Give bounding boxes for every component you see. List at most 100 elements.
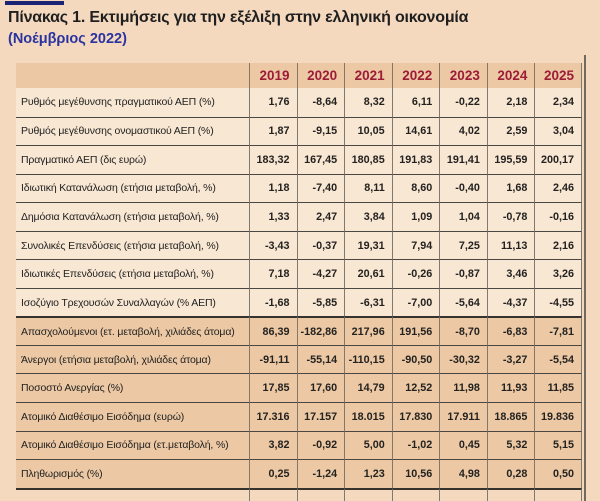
value-cell: 12,52 [391, 373, 440, 403]
value-cell: 0,45 [439, 430, 487, 460]
value-cell: 19,31 [344, 230, 392, 260]
value-cell: -90,50 [391, 344, 440, 374]
value-cell: 1,09 [391, 202, 440, 231]
value-cell: -7,00 [391, 287, 440, 317]
value-cell: -8,70 [439, 316, 487, 345]
value-cell: 18.865 [486, 402, 535, 431]
value-cell: 8,11 [344, 173, 392, 203]
table-bottom-extension [16, 487, 249, 501]
value-cell: -30,32 [439, 344, 487, 374]
value-cell: 17,85 [249, 373, 297, 403]
header-empty-cell [16, 63, 249, 88]
table-bottom-extension [296, 487, 345, 501]
row-label: Ατομικό Διαθέσιμο Εισόδημα (ετ.μεταβολή,… [16, 430, 249, 460]
value-cell: 4,98 [439, 459, 487, 488]
value-cell: 19.836 [534, 402, 582, 431]
table-bottom-extension [486, 487, 535, 501]
value-cell: -1,68 [249, 287, 297, 317]
table-bottom-extension [344, 487, 392, 501]
value-cell: -1,24 [296, 459, 345, 488]
row-label: Ατομικό Διαθέσιμο Εισόδημα (ευρώ) [16, 402, 249, 431]
value-cell: -7,81 [534, 316, 582, 345]
table-bottom-extension [249, 487, 297, 501]
value-cell: 11,93 [486, 373, 535, 403]
value-cell: -91,11 [249, 344, 297, 374]
row-label: Ρυθμός μεγέθυνσης πραγματικού ΑΕΠ (%) [16, 88, 249, 117]
value-cell: -182,86 [296, 316, 345, 345]
value-cell: 17.911 [439, 402, 487, 431]
value-cell: 2,16 [534, 230, 582, 260]
row-label: Συνολικές Επενδύσεις (ετήσια μεταβολή, %… [16, 230, 249, 260]
value-cell: -3,27 [486, 344, 535, 374]
value-cell: -0,16 [534, 202, 582, 231]
value-cell: 1,04 [439, 202, 487, 231]
value-cell: 2,59 [486, 116, 535, 146]
value-cell: 7,25 [439, 230, 487, 260]
value-cell: 191,83 [391, 145, 440, 174]
value-cell: 3,82 [249, 430, 297, 460]
value-cell: 3,26 [534, 259, 582, 288]
value-cell: 10,05 [344, 116, 392, 146]
value-cell: 217,96 [344, 316, 392, 345]
value-cell: 1,33 [249, 202, 297, 231]
value-cell: 1,18 [249, 173, 297, 203]
row-label: Ποσοστό Ανεργίας (%) [16, 373, 249, 403]
value-cell: 0,25 [249, 459, 297, 488]
year-header: 2021 [344, 63, 392, 88]
row-label: Ρυθμός μεγέθυνσης ονομαστικού ΑΕΠ (%) [16, 116, 249, 146]
value-cell: 17.316 [249, 402, 297, 431]
value-cell: 3,46 [486, 259, 535, 288]
value-cell: 11,98 [439, 373, 487, 403]
value-cell: 8,32 [344, 88, 392, 117]
value-cell: 0,50 [534, 459, 582, 488]
year-header: 2020 [296, 63, 345, 88]
value-cell: 0,28 [486, 459, 535, 488]
value-cell: 3,04 [534, 116, 582, 146]
value-cell: -0,22 [439, 88, 487, 117]
row-label: Ιδιωτικές Επενδύσεις (ετήσια μεταβολή, %… [16, 259, 249, 288]
value-cell: 8,60 [391, 173, 440, 203]
top-accent-bar [5, 1, 64, 5]
table-bottom-extension [439, 487, 487, 501]
value-cell: 1,68 [486, 173, 535, 203]
year-header: 2025 [534, 63, 582, 88]
value-cell: -6,83 [486, 316, 535, 345]
value-cell: 17.830 [391, 402, 440, 431]
value-cell: 2,18 [486, 88, 535, 117]
value-cell: -0,40 [439, 173, 487, 203]
value-cell: 17.157 [296, 402, 345, 431]
year-header: 2023 [439, 63, 487, 88]
value-cell: -0,87 [439, 259, 487, 288]
value-cell: 86,39 [249, 316, 297, 345]
value-cell: -0,78 [486, 202, 535, 231]
value-cell: -0,26 [391, 259, 440, 288]
value-cell: 10,56 [391, 459, 440, 488]
value-cell: -0,92 [296, 430, 345, 460]
value-cell: -5,54 [534, 344, 582, 374]
value-cell: 11,85 [534, 373, 582, 403]
value-cell: -4,37 [486, 287, 535, 317]
value-cell: 180,85 [344, 145, 392, 174]
value-cell: 17,60 [296, 373, 345, 403]
value-cell: -8,64 [296, 88, 345, 117]
year-header: 2024 [486, 63, 535, 88]
value-cell: -4,27 [296, 259, 345, 288]
value-cell: -6,31 [344, 287, 392, 317]
value-cell: -5,64 [439, 287, 487, 317]
value-cell: 5,15 [534, 430, 582, 460]
value-cell: 2,47 [296, 202, 345, 231]
value-cell: -1,02 [391, 430, 440, 460]
value-cell: 7,94 [391, 230, 440, 260]
value-cell: 200,17 [534, 145, 582, 174]
table-subtitle: (Νοέμβριος 2022) [8, 31, 127, 47]
year-header: 2022 [391, 63, 440, 88]
value-cell: 191,56 [391, 316, 440, 345]
value-cell: 5,00 [344, 430, 392, 460]
row-label: Απασχολούμενοι (ετ. μεταβολή, χιλιάδες ά… [16, 316, 249, 345]
value-cell: 1,23 [344, 459, 392, 488]
value-cell: -7,40 [296, 173, 345, 203]
value-cell: 195,59 [486, 145, 535, 174]
value-cell: -3,43 [249, 230, 297, 260]
value-cell: 5,32 [486, 430, 535, 460]
